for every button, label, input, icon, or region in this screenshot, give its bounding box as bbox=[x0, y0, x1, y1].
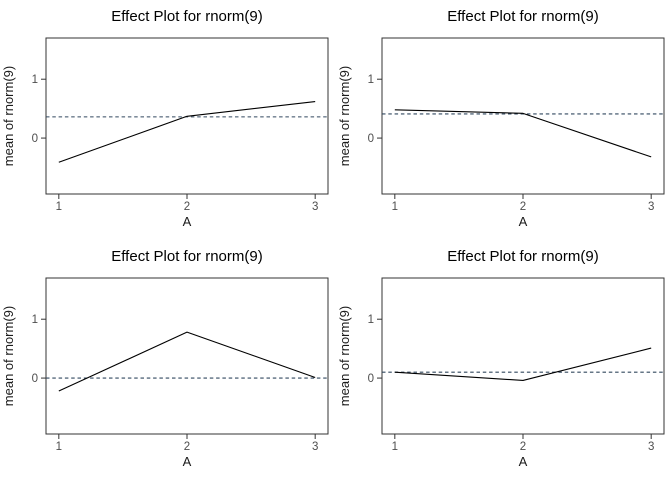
plot-title: Effect Plot for rnorm(9) bbox=[111, 8, 262, 25]
x-tick-label: 2 bbox=[520, 441, 526, 453]
y-axis: 0 1 bbox=[32, 314, 46, 385]
x-tick-label: 3 bbox=[648, 441, 654, 453]
y-tick-label: 1 bbox=[368, 74, 374, 86]
x-axis: 1 2 3 A bbox=[56, 194, 318, 229]
effect-plot-svg: Effect Plot for rnorm(9) mean of rnorm(9… bbox=[1, 248, 329, 469]
y-axis-label: mean of rnorm(9) bbox=[1, 306, 16, 406]
effect-line bbox=[394, 109, 652, 158]
x-tick-label: 1 bbox=[392, 201, 398, 213]
x-axis-title: A bbox=[183, 214, 192, 229]
x-tick-label: 2 bbox=[184, 441, 190, 453]
y-tick-label: 0 bbox=[32, 133, 38, 145]
effect-plot-panel: Effect Plot for rnorm(9) mean of rnorm(9… bbox=[0, 240, 336, 480]
y-axis: 0 1 bbox=[368, 74, 382, 145]
y-tick-label: 1 bbox=[32, 314, 38, 326]
plot-title: Effect Plot for rnorm(9) bbox=[447, 248, 598, 265]
y-axis: 0 1 bbox=[32, 74, 46, 145]
effect-plot-svg: Effect Plot for rnorm(9) mean of rnorm(9… bbox=[1, 8, 329, 229]
x-axis-title: A bbox=[519, 214, 528, 229]
effect-plot-svg: Effect Plot for rnorm(9) mean of rnorm(9… bbox=[337, 248, 665, 469]
x-axis-title: A bbox=[519, 454, 528, 469]
effect-plot-panel: Effect Plot for rnorm(9) mean of rnorm(9… bbox=[0, 0, 336, 240]
x-tick-label: 1 bbox=[392, 441, 398, 453]
y-axis-label: mean of rnorm(9) bbox=[337, 66, 352, 166]
x-tick-label: 1 bbox=[56, 201, 62, 213]
effect-plot-panel: Effect Plot for rnorm(9) mean of rnorm(9… bbox=[336, 240, 672, 480]
y-axis-label: mean of rnorm(9) bbox=[1, 66, 16, 166]
plot-title: Effect Plot for rnorm(9) bbox=[111, 248, 262, 265]
panel-border bbox=[45, 277, 329, 435]
effect-line bbox=[58, 101, 316, 163]
x-tick-label: 1 bbox=[56, 441, 62, 453]
y-tick-label: 0 bbox=[32, 373, 38, 385]
x-tick-label: 3 bbox=[312, 201, 318, 213]
x-tick-label: 3 bbox=[648, 201, 654, 213]
effect-line bbox=[394, 347, 652, 381]
effect-plot-svg: Effect Plot for rnorm(9) mean of rnorm(9… bbox=[337, 8, 665, 229]
y-tick-label: 1 bbox=[32, 74, 38, 86]
x-axis: 1 2 3 A bbox=[56, 434, 318, 469]
y-tick-label: 1 bbox=[368, 314, 374, 326]
x-tick-label: 2 bbox=[184, 201, 190, 213]
plot-title: Effect Plot for rnorm(9) bbox=[447, 8, 598, 25]
x-tick-label: 2 bbox=[520, 201, 526, 213]
x-tick-label: 3 bbox=[312, 441, 318, 453]
x-axis: 1 2 3 A bbox=[392, 434, 654, 469]
effect-plot-panel: Effect Plot for rnorm(9) mean of rnorm(9… bbox=[336, 0, 672, 240]
y-tick-label: 0 bbox=[368, 373, 374, 385]
x-axis-title: A bbox=[183, 454, 192, 469]
panel-border bbox=[381, 37, 665, 195]
y-tick-label: 0 bbox=[368, 133, 374, 145]
effect-line bbox=[58, 331, 316, 392]
y-axis-label: mean of rnorm(9) bbox=[337, 306, 352, 406]
y-axis: 0 1 bbox=[368, 314, 382, 385]
x-axis: 1 2 3 A bbox=[392, 194, 654, 229]
